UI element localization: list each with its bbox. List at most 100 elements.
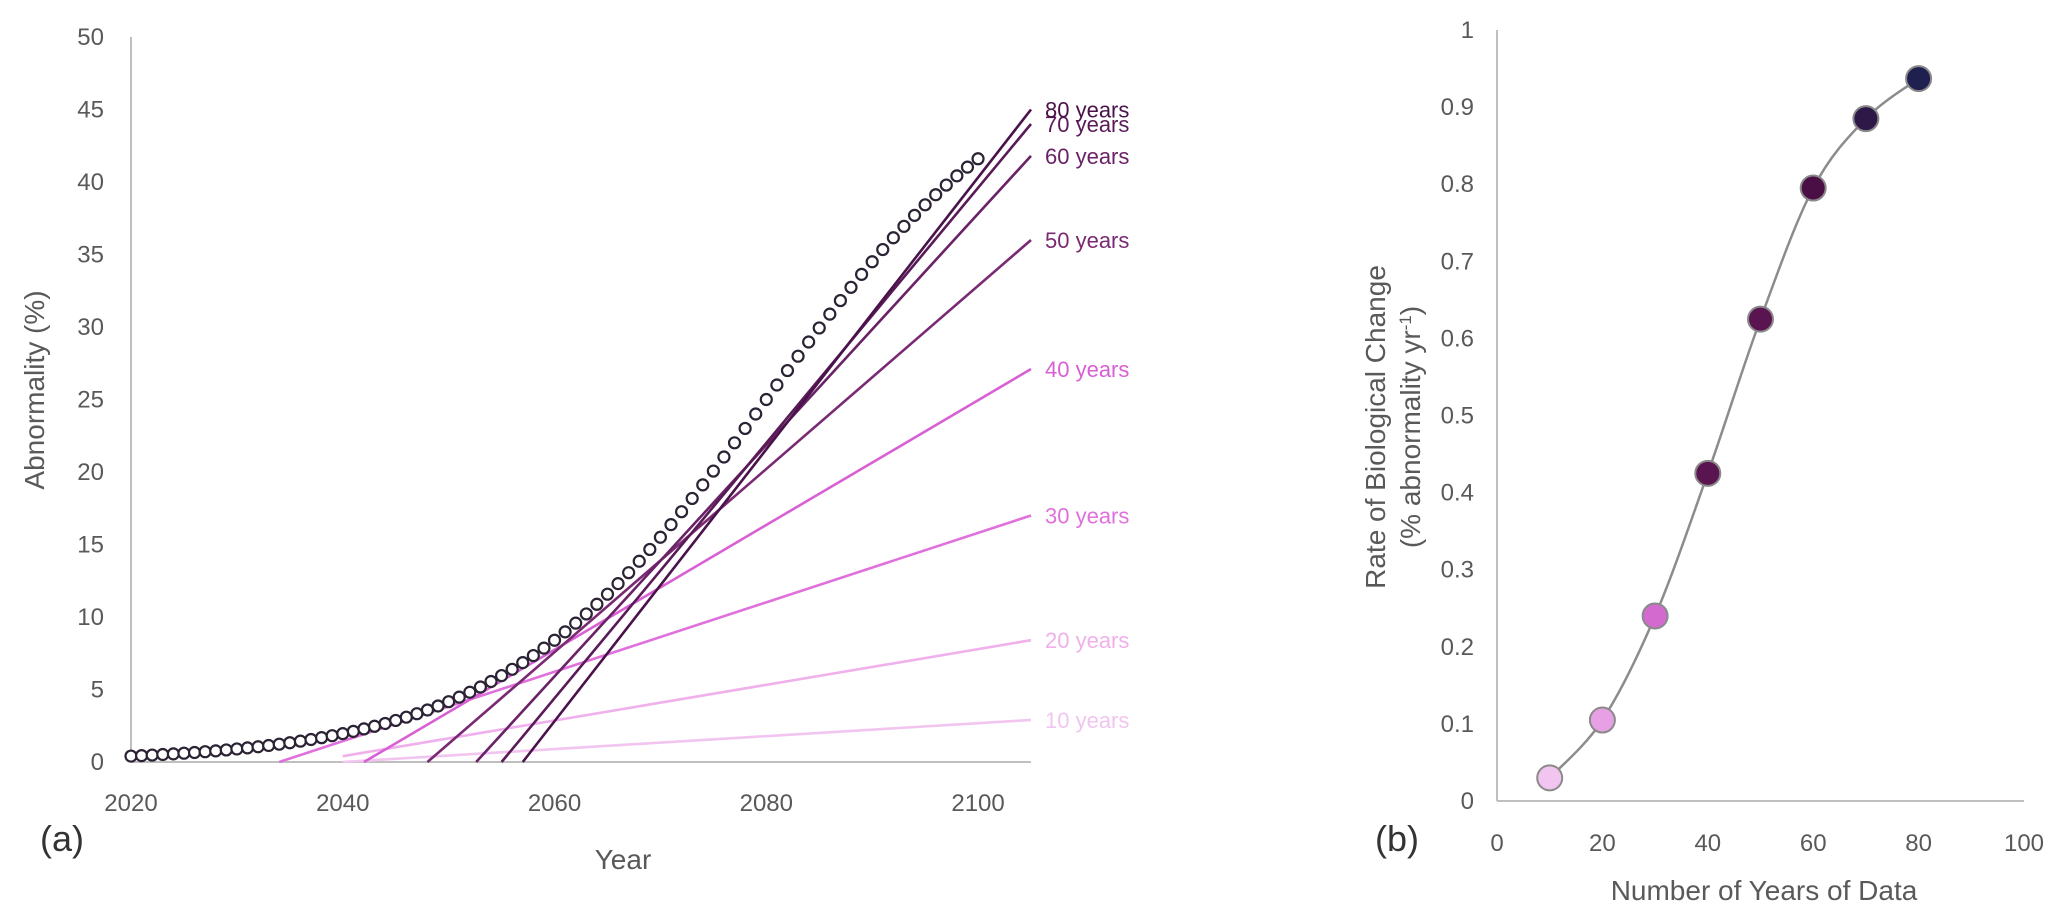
panel-b-x-tick-label: 20 bbox=[1589, 830, 1616, 857]
panel-a-observed-point bbox=[262, 738, 276, 753]
panel-b-point bbox=[1694, 459, 1722, 487]
panel-a-observed-point bbox=[516, 656, 530, 670]
panel-a-y-tick-label: 25 bbox=[77, 387, 104, 414]
panel-a-observed-point bbox=[653, 530, 668, 544]
panel-a-y-tick-label: 20 bbox=[77, 459, 104, 486]
panel-a-observed-point bbox=[791, 349, 805, 363]
panel-b-axes bbox=[1496, 30, 2024, 802]
panel-a-observed-point bbox=[960, 160, 975, 174]
panel-a-observed-point bbox=[717, 450, 731, 464]
panel-a-trend-label: 50 years bbox=[1045, 228, 1129, 253]
panel-a-observed-point bbox=[780, 363, 795, 378]
panel-a-observed-point bbox=[547, 633, 562, 647]
panel-a-observed-point bbox=[124, 749, 138, 763]
panel-a-observed-point bbox=[442, 695, 456, 709]
panel-b-label: (b) bbox=[1375, 818, 1419, 859]
panel-b-points bbox=[1536, 65, 1933, 792]
panel-b-y-tick-label: 0.3 bbox=[1441, 557, 1474, 584]
panel-a-observed-point bbox=[431, 699, 445, 713]
panel-a-observed-point bbox=[537, 641, 551, 655]
panel-a-observed-point bbox=[325, 729, 339, 743]
panel-a-observed-point bbox=[854, 267, 869, 281]
panel-a-observed-point bbox=[346, 724, 360, 738]
panel-a-y-tick-label: 50 bbox=[77, 24, 104, 51]
panel-a-observed-point bbox=[918, 198, 932, 212]
panel-a-observed-point bbox=[590, 597, 604, 611]
panel-a-observed-point bbox=[494, 668, 509, 683]
panel-a-observed-point bbox=[579, 607, 593, 621]
panel-a-axes bbox=[130, 37, 1031, 763]
panel-a-observed-point bbox=[823, 307, 837, 321]
panel-b-y-tick-label: 0.8 bbox=[1441, 171, 1474, 198]
panel-a-observed-point bbox=[886, 231, 900, 245]
panel-a-observed-point bbox=[166, 747, 180, 761]
panel-a-observed-point bbox=[759, 392, 773, 407]
panel-a-tick-labels: 0 5 10 15 20 25 30 35 40 45 50 2020 2040 2060 2080 2100 bbox=[77, 24, 1004, 817]
panel-a-observed-point bbox=[971, 152, 985, 166]
panel-b-y-tick-label: 0 bbox=[1461, 788, 1474, 815]
panel-a-observed-point bbox=[134, 748, 149, 763]
panel-a-observed-point bbox=[240, 741, 255, 755]
panel-a-observed-point bbox=[251, 740, 265, 754]
panel-a-y-tick-label: 35 bbox=[77, 242, 104, 269]
panel-a-chart: 0 5 10 15 20 25 30 35 40 45 50 2020 2040 2060 2080 2100… bbox=[19, 24, 1129, 875]
panel-a-trend-label: 80 years bbox=[1045, 98, 1129, 123]
panel-a-observed-point bbox=[156, 747, 170, 762]
panel-a-observed-point bbox=[664, 518, 678, 532]
panel-a-x-tick-label: 2060 bbox=[528, 790, 581, 817]
panel-a-observed-point bbox=[304, 732, 318, 747]
panel-a-observed-point bbox=[844, 280, 858, 294]
panel-b-point bbox=[1588, 706, 1616, 734]
panel-a-y-title: Abnormality (%) bbox=[19, 290, 50, 489]
panel-a-trend-labels: 10 years 20 years 30 years 40 years 50 years… bbox=[1045, 98, 1129, 733]
panel-a-x-tick-label: 2100 bbox=[951, 790, 1004, 817]
panel-a-observed-point bbox=[230, 742, 244, 756]
panel-a-trend-line bbox=[426, 239, 1032, 763]
panel-a-observed-point bbox=[209, 744, 223, 758]
panel-b-y-tick-label: 0.5 bbox=[1441, 403, 1474, 430]
panel-a-x-tick-label: 2040 bbox=[316, 790, 369, 817]
panel-b-point bbox=[1799, 174, 1827, 202]
panel-a-y-tick-label: 0 bbox=[91, 749, 104, 776]
panel-a-observed-point bbox=[558, 625, 572, 639]
panel-b-x-tick-label: 80 bbox=[1905, 830, 1932, 857]
panel-a-trend-line bbox=[363, 367, 1032, 764]
panel-a-y-tick-label: 40 bbox=[77, 169, 104, 196]
panel-a-x-tick-label: 2080 bbox=[740, 790, 793, 817]
panel-a-observed-point bbox=[505, 662, 519, 676]
panel-a-trend-lines bbox=[278, 108, 1033, 764]
panel-a-observed-point bbox=[812, 321, 826, 335]
panel-a-x-title: Year bbox=[595, 844, 652, 875]
panel-a-observed-point bbox=[802, 335, 816, 349]
panel-a-observed-point bbox=[897, 219, 911, 233]
panel-a-observed-point bbox=[600, 587, 615, 601]
panel-a-observed-point bbox=[420, 703, 435, 717]
panel-a-observed-point bbox=[770, 378, 784, 392]
panel-a-observed-point bbox=[463, 685, 477, 699]
panel-a-trend-line bbox=[342, 718, 1032, 764]
panel-b-fitted-curve bbox=[1548, 77, 1920, 779]
panel-a-observed-point bbox=[611, 577, 625, 591]
panel-a-observed-point bbox=[643, 542, 657, 557]
panel-a-observed-point bbox=[410, 707, 424, 721]
panel-a-label: (a) bbox=[40, 818, 84, 859]
panel-b-y-tick-label: 0.4 bbox=[1441, 480, 1474, 507]
panel-a-observed-point bbox=[738, 421, 752, 436]
panel-a-trend-line bbox=[500, 123, 1033, 763]
panel-b-x-tick-label: 40 bbox=[1694, 830, 1721, 857]
panel-a-observed-point bbox=[685, 491, 699, 506]
panel-b-point bbox=[1536, 764, 1564, 792]
panel-a-observed-point bbox=[357, 722, 371, 736]
panel-a-trend-label: 60 years bbox=[1045, 144, 1129, 169]
panel-a-trend-label: 30 years bbox=[1045, 504, 1129, 529]
panel-a-observed-point bbox=[367, 719, 382, 733]
panel-b-x-tick-label: 100 bbox=[2004, 830, 2044, 857]
panel-b-point bbox=[1905, 65, 1933, 93]
panel-a-observed-point bbox=[187, 745, 202, 760]
panel-a-observed-point bbox=[865, 255, 879, 269]
panel-b-y-title-line2: (% abnormality yr-1) bbox=[1395, 306, 1426, 548]
panel-a-observed-point bbox=[907, 208, 922, 222]
panel-b-y-tick-label: 0.9 bbox=[1441, 94, 1474, 121]
panel-b-y-tick-label: 0.2 bbox=[1441, 634, 1474, 661]
panel-a-trend-label: 40 years bbox=[1045, 357, 1129, 382]
